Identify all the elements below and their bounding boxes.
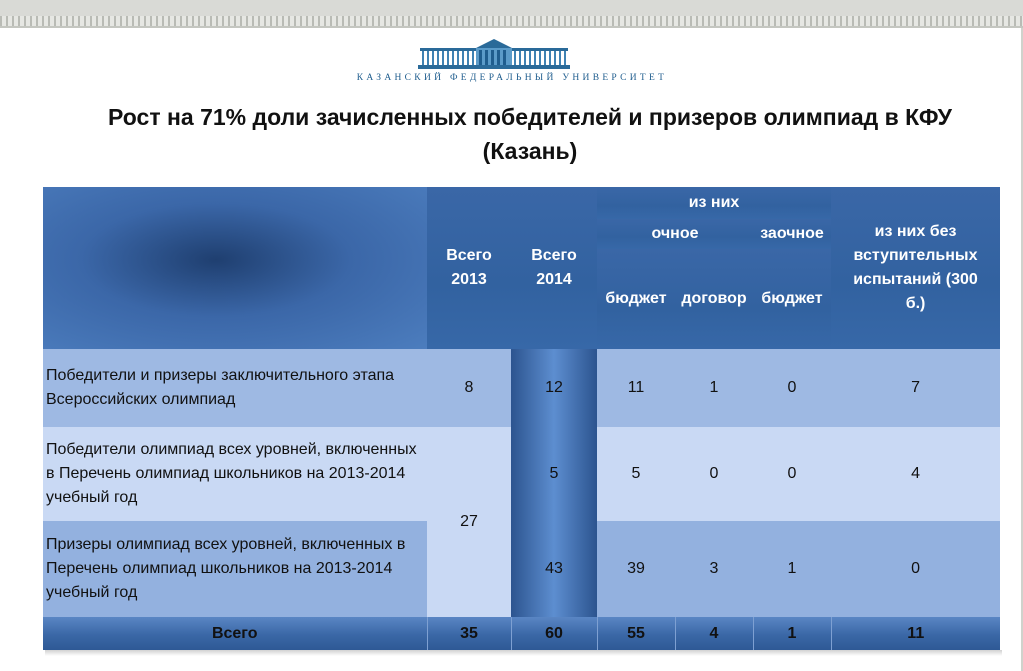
row-label: Победители олимпиад всех уровней, включе… [43,427,427,521]
header-total-2014: Всего 2014 [511,187,597,349]
header-no-exams: из них без вступительных испытаний (300 … [831,187,1001,349]
table-row: Победители и призеры заключительного эта… [43,349,1001,427]
table-row: Призеры олимпиад всех уровней, включенны… [43,521,1001,617]
totals-2014: 60 [510,617,597,650]
header-part-time: заочное [753,219,832,249]
row-label: Призеры олимпиад всех уровней, включенны… [43,521,427,617]
header-budget-part-time: бюджет [753,249,832,349]
cell-total-2013: 8 [427,349,511,427]
cell-part-budget: 0 [753,427,832,521]
totals-full-contract: 4 [674,617,753,650]
university-building-icon [418,39,570,69]
header-total-2013: Всего 2013 [427,187,511,349]
university-name: КАЗАНСКИЙ ФЕДЕРАЛЬНЫЙ УНИВЕРСИТЕТ [356,73,668,83]
header-no-exams-label: из них без вступительных испытаний (300 … [853,223,978,312]
cell-full-budget: 11 [597,349,675,427]
cell-total-2014: 5 [511,427,597,521]
cell-no-exams: 7 [831,349,1001,427]
page-title: Рост на 71% доли зачисленных победителей… [108,104,952,164]
greek-key-border [0,16,1023,28]
row-label: Победители и призеры заключительного эта… [43,349,427,427]
top-band [0,0,1023,16]
cell-full-budget: 39 [597,521,675,617]
header-total-2014-label: Всего 2014 [531,247,577,288]
header-full-time: очное [597,219,753,249]
totals-row: Всего 35 60 55 4 1 11 [43,617,1001,650]
cell-full-contract: 1 [675,349,753,427]
header-total-2013-label: Всего 2013 [446,247,492,288]
table-row: Победители олимпиад всех уровней, включе… [43,427,1001,617]
cell-no-exams: 0 [831,521,1001,617]
cell-no-exams: 4 [831,427,1001,521]
totals-full-budget: 55 [596,617,675,650]
header-budget: бюджет [597,249,675,349]
totals-part-budget: 1 [752,617,832,650]
header-contract: договор [675,249,753,349]
cell-full-contract: 3 [675,521,753,617]
totals-label: Всего [43,617,427,650]
cell-full-budget: 5 [597,427,675,521]
cell-total-2014: 43 [511,521,597,617]
table-shadow [45,650,1002,656]
totals-2013: 35 [426,617,511,650]
cell-total-2014: 12 [511,349,597,427]
slide-frame-edge [1021,28,1023,671]
header-corner [43,187,427,349]
cell-full-contract: 0 [675,427,753,521]
totals-no-exams: 11 [830,617,1001,650]
olympiad-table: Всего 2013 Всего 2014 из них из них без … [43,187,1001,650]
cell-part-budget: 1 [753,521,832,617]
cell-total-2013-merged: 27 [427,427,511,617]
header-of-them: из них [597,187,832,219]
cell-part-budget: 0 [753,349,832,427]
